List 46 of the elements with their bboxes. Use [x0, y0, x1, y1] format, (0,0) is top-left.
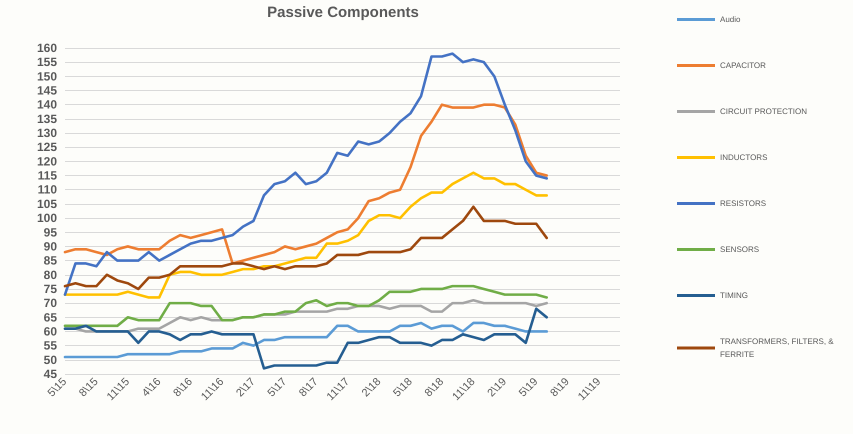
y-tick-label: 80: [44, 268, 58, 282]
legend-label: CIRCUIT PROTECTION: [720, 107, 808, 116]
y-tick-label: 130: [36, 126, 58, 140]
x-tick-label: 8\16: [171, 376, 195, 400]
legend-label: RESISTORS: [720, 199, 766, 208]
y-tick-label: 125: [36, 140, 58, 154]
y-tick-label: 115: [38, 168, 58, 183]
y-tick-label: 135: [36, 112, 58, 126]
y-tick-label: 75: [44, 282, 58, 296]
x-tick-label: 8\18: [422, 376, 446, 400]
y-tick-label: 120: [36, 154, 58, 168]
y-tick-label: 65: [44, 310, 58, 324]
y-tick-label: 70: [44, 296, 58, 310]
y-tick-label: 140: [36, 98, 58, 112]
legend-label: Audio: [720, 15, 742, 24]
y-tick-label: 110: [38, 182, 58, 197]
legend-label: INDUCTORS: [720, 153, 768, 162]
y-tick-label: 50: [44, 352, 58, 367]
y-tick-label: 100: [36, 211, 58, 226]
x-tick-label: 4\16: [140, 376, 164, 400]
x-tick-label: 8\19: [548, 376, 572, 400]
line-series: [64, 284, 548, 328]
line-series: [64, 52, 548, 296]
y-tick-label: 60: [44, 324, 58, 338]
y-tick-label: 155: [36, 55, 58, 70]
x-tick-label: 5\18: [391, 376, 415, 400]
chart-title: Passive Components: [267, 4, 419, 21]
line-series: [64, 205, 548, 290]
line-series: [64, 308, 548, 370]
x-tick-label: 5\19: [516, 376, 540, 400]
y-tick-label: 55: [44, 338, 58, 353]
legend-label: SENSORS: [720, 245, 760, 254]
y-tick-label: 145: [36, 84, 58, 98]
legend-label: TRANSFORMERS, FILTERS, & FERRITE: [720, 337, 836, 359]
y-tick-label: 45: [44, 367, 58, 381]
y-tick-label: 95: [44, 225, 58, 240]
y-tick-label: 160: [36, 41, 58, 55]
line-series: [64, 171, 548, 299]
y-tick-label: 105: [36, 196, 58, 211]
y-tick-label: 90: [44, 239, 58, 254]
line-series: [64, 322, 548, 358]
line-series: [64, 103, 548, 265]
y-tick-label: 150: [36, 69, 58, 84]
legend-label: CAPACITOR: [720, 61, 766, 70]
y-tick-label: 85: [44, 254, 58, 268]
legend-label: TIMING: [720, 291, 748, 300]
